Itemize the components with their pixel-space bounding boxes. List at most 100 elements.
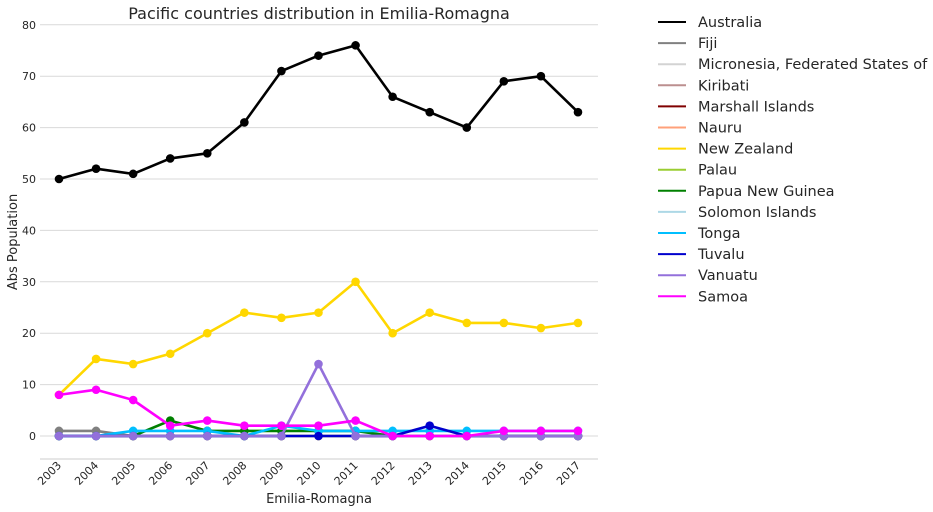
y-tick-label: 0 — [29, 430, 36, 443]
data-point — [314, 308, 323, 317]
legend-item: Marshall Islands — [658, 99, 814, 115]
data-point — [277, 66, 286, 76]
data-point — [462, 431, 472, 441]
legend-label: Papua New Guinea — [698, 184, 835, 200]
data-point — [314, 51, 323, 60]
x-tick-label: 2010 — [295, 459, 324, 488]
x-tick-label: 2003 — [35, 459, 64, 488]
legend-label: Solomon Islands — [698, 205, 816, 221]
data-point — [388, 92, 397, 102]
y-tick-label: 60 — [22, 122, 36, 135]
data-point — [573, 426, 583, 436]
legend-label: Tuvalu — [697, 247, 745, 263]
y-tick-labels: 0 10 20 30 40 50 60 70 80 — [22, 19, 36, 443]
x-tick-label: 2011 — [332, 459, 361, 488]
legend-label: Palau — [698, 163, 737, 179]
data-point — [462, 318, 472, 328]
x-tick-label: 2007 — [183, 459, 212, 488]
series-0 — [54, 41, 583, 184]
data-point — [536, 426, 546, 436]
data-point — [462, 123, 472, 132]
data-point — [165, 431, 175, 441]
data-point — [240, 308, 249, 317]
y-tick-label: 70 — [22, 70, 36, 83]
data-point — [277, 313, 286, 323]
grid — [40, 24, 598, 437]
legend-item: Australia — [658, 15, 762, 31]
series-line — [58, 44, 579, 181]
series-group — [54, 41, 583, 441]
data-point — [128, 169, 138, 179]
legend-item: Solomon Islands — [658, 205, 816, 221]
y-tick-label: 20 — [22, 327, 36, 340]
data-point — [91, 164, 101, 174]
x-axis-title: Emilia-Romagna — [266, 492, 372, 507]
legend-item: Micronesia, Federated States of — [658, 57, 928, 73]
data-point — [351, 431, 360, 441]
x-tick-label: 2015 — [480, 459, 509, 488]
y-tick-label: 30 — [22, 276, 36, 289]
legend-label: Australia — [698, 15, 762, 31]
data-point — [314, 359, 323, 369]
x-tick-label: 2013 — [406, 459, 435, 488]
data-point — [128, 359, 138, 369]
legend-label: Marshall Islands — [698, 99, 814, 115]
data-point — [202, 416, 212, 425]
data-point — [536, 71, 546, 81]
legend-item: Vanuatu — [658, 268, 758, 284]
series-6 — [54, 277, 583, 400]
data-point — [202, 149, 212, 158]
data-point — [573, 318, 583, 328]
data-point — [573, 107, 583, 117]
data-point — [425, 107, 435, 117]
legend-label: Fiji — [698, 36, 717, 52]
x-tick-label: 2014 — [443, 459, 472, 488]
x-tick-label: 2008 — [220, 459, 249, 488]
data-point — [91, 431, 101, 441]
series-13 — [54, 385, 583, 441]
y-tick-label: 50 — [22, 173, 36, 186]
data-point — [425, 431, 435, 441]
data-point — [351, 277, 360, 287]
x-tick-label: 2009 — [258, 459, 287, 488]
data-point — [202, 328, 212, 338]
data-point — [351, 41, 360, 50]
legend-item: New Zealand — [658, 142, 793, 158]
data-point — [499, 77, 509, 86]
x-tick-label: 2012 — [369, 459, 398, 488]
x-tick-labels: 2003 2004 2005 2006 2007 2008 2009 2010 2011 2012… — [35, 459, 583, 488]
legend-item: Kiribati — [658, 78, 749, 94]
data-point — [165, 349, 175, 359]
data-point — [314, 431, 323, 441]
legend-item: Palau — [658, 163, 737, 179]
y-tick-label: 80 — [22, 19, 36, 32]
data-point — [425, 421, 435, 431]
data-point — [388, 431, 397, 441]
data-point — [240, 421, 249, 431]
data-point — [351, 416, 360, 425]
x-tick-label: 2005 — [109, 459, 138, 488]
data-point — [388, 328, 397, 338]
data-point — [499, 426, 509, 436]
legend-label: Vanuatu — [698, 268, 758, 284]
data-point — [128, 395, 138, 405]
legend-item: Papua New Guinea — [658, 184, 835, 200]
data-point — [277, 431, 286, 441]
data-point — [91, 354, 101, 364]
legend-label: New Zealand — [698, 142, 793, 158]
data-point — [314, 421, 323, 431]
legend-label: Micronesia, Federated States of — [698, 57, 928, 73]
legend-label: Kiribati — [698, 78, 749, 94]
data-point — [165, 421, 175, 431]
y-tick-label: 10 — [22, 379, 36, 392]
data-point — [240, 431, 249, 441]
data-point — [54, 431, 64, 441]
legend-item: Samoa — [658, 289, 748, 305]
x-tick-label: 2006 — [146, 459, 175, 488]
data-point — [54, 174, 64, 184]
legend-label: Tonga — [697, 226, 741, 242]
legend-item: Tonga — [658, 226, 741, 242]
data-point — [425, 308, 435, 317]
data-point — [240, 118, 249, 127]
